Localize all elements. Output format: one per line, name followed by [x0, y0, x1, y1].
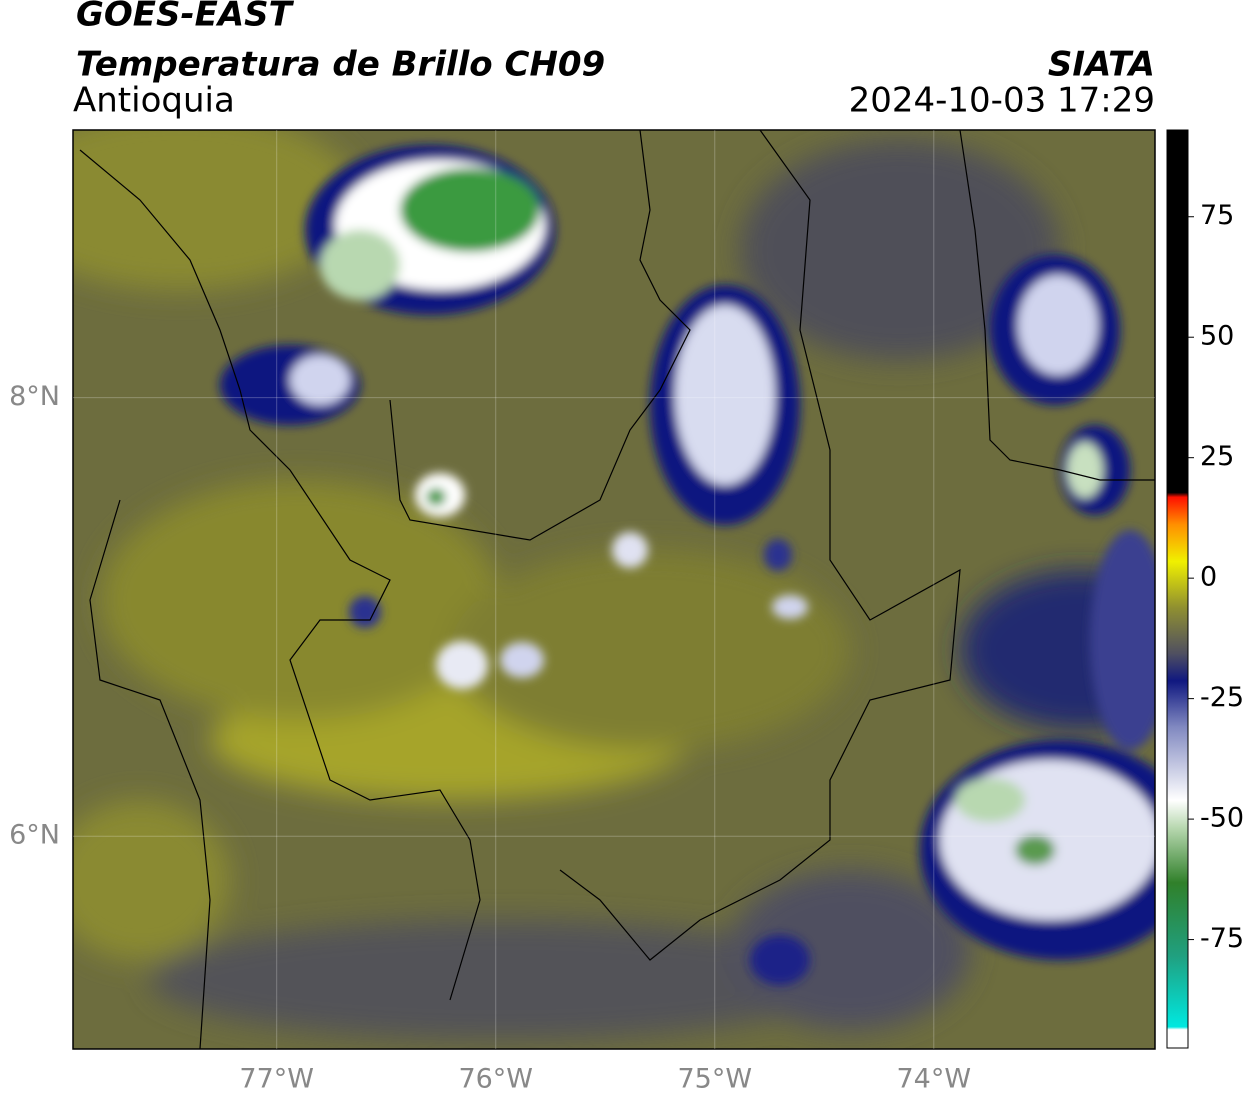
- title: GOES-EAST: [76, 0, 295, 35]
- y-tick-label: 8°N: [9, 381, 60, 412]
- map-image: [73, 130, 1155, 1049]
- x-tick-label: 75°W: [677, 1064, 752, 1095]
- colorbar-tick-label: 75: [1200, 200, 1234, 231]
- map-frame: [72, 129, 1156, 1050]
- colorbar-tick-label: 50: [1200, 321, 1234, 352]
- source: SIATA: [1048, 45, 1155, 85]
- colorbar-tick-label: 25: [1200, 441, 1234, 472]
- colorbar-tick-label: -75: [1200, 923, 1244, 954]
- colorbar: [1166, 129, 1189, 1049]
- x-tick-label: 77°W: [239, 1064, 314, 1095]
- colorbar-tick-label: -50: [1200, 803, 1244, 834]
- x-tick-label: 74°W: [897, 1064, 972, 1095]
- region: Antioquia: [73, 81, 235, 121]
- x-tick-label: 76°W: [458, 1064, 533, 1095]
- y-tick-label: 6°N: [9, 820, 60, 851]
- colorbar-tick-label: -25: [1200, 682, 1244, 713]
- subtitle: Temperatura de Brillo CH09: [76, 45, 605, 85]
- datetime: 2024-10-03 17:29: [849, 81, 1155, 121]
- colorbar-tick-label: 0: [1200, 562, 1217, 593]
